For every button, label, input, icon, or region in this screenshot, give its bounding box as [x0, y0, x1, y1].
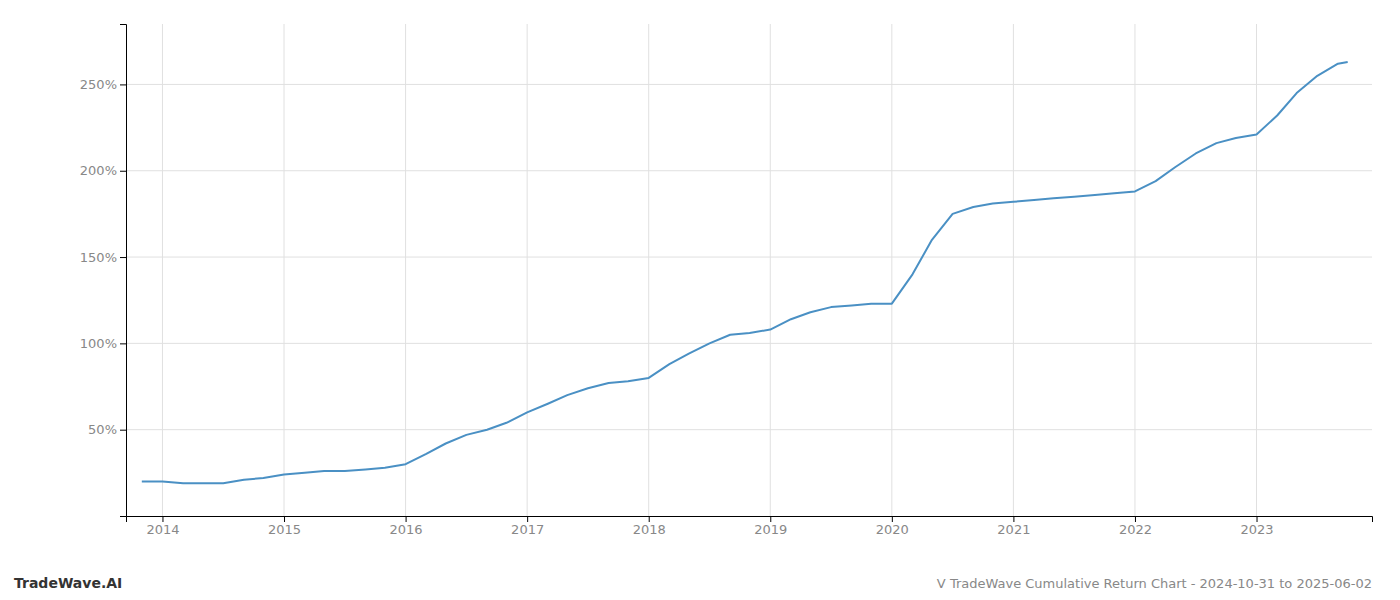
grid-line — [126, 343, 1372, 344]
tick-mark — [1257, 516, 1258, 522]
plot: 2014 2015 2016 2017 2018 2019 2020 2021 2022 2023… — [80, 24, 1373, 537]
tick-label: 2014 — [146, 522, 179, 537]
grid-line — [126, 429, 1372, 430]
tick: 2016 — [390, 516, 423, 537]
tick-mark — [649, 516, 650, 522]
grid-line — [126, 84, 1372, 85]
grid-line — [405, 24, 406, 516]
grid-line — [648, 24, 649, 516]
grid-line — [1013, 24, 1014, 516]
tick: 200% — [80, 163, 126, 178]
y-axis: 50% 100% 150% 200% 250% — [80, 25, 127, 517]
tick-mark — [1135, 516, 1136, 522]
tick-label: 2017 — [511, 522, 544, 537]
title: V TradeWave Cumulative Return Chart - 20… — [937, 576, 1372, 591]
tick: 2021 — [997, 516, 1030, 537]
tick: 2022 — [1119, 516, 1152, 537]
grid-line — [770, 24, 771, 516]
tick-label: 2021 — [997, 522, 1030, 537]
tick-label: 200% — [80, 163, 117, 178]
tick-mark — [527, 516, 528, 522]
grid-line — [284, 24, 285, 516]
grid-line — [126, 170, 1372, 171]
tick-mark — [770, 516, 771, 522]
tick-label: 2020 — [876, 522, 909, 537]
tick-label: 250% — [80, 77, 117, 92]
marks — [142, 62, 1348, 483]
tick-mark — [120, 84, 126, 85]
tick-label: 2016 — [390, 522, 423, 537]
tick-mark — [1013, 516, 1014, 522]
tick-mark — [120, 343, 126, 344]
grid-line — [1134, 24, 1135, 516]
tick-mark — [120, 171, 126, 172]
grid-line — [891, 24, 892, 516]
tick-label: 2023 — [1240, 522, 1273, 537]
tick-mark — [120, 430, 126, 431]
watermark: TradeWave.AI — [14, 575, 122, 591]
data-line — [142, 62, 1348, 483]
grid-line — [527, 24, 528, 516]
grid-line — [126, 257, 1372, 258]
tick-label: 150% — [80, 250, 117, 265]
grid — [126, 24, 1372, 516]
tick: 2020 — [876, 516, 909, 537]
tick-mark — [162, 516, 163, 522]
tick-mark — [406, 516, 407, 522]
tick: 2015 — [268, 516, 301, 537]
tick-label: 2022 — [1119, 522, 1152, 537]
tick: 100% — [80, 336, 126, 351]
axis-line — [127, 517, 1373, 523]
tick-mark — [892, 516, 893, 522]
tick-label: 2019 — [754, 522, 787, 537]
tick: 2017 — [511, 516, 544, 537]
tick-mark — [284, 516, 285, 522]
tick: 2019 — [754, 516, 787, 537]
tick-mark — [120, 257, 126, 258]
tick: 2023 — [1240, 516, 1273, 537]
tick-label: 50% — [88, 422, 117, 437]
x-axis: 2014 2015 2016 2017 2018 2019 2020 2021 2022 2023 — [127, 516, 1373, 537]
grid-line — [1256, 24, 1257, 516]
tick: 250% — [80, 77, 126, 92]
axis-line — [120, 25, 127, 517]
tick: 150% — [80, 250, 126, 265]
tick: 2018 — [633, 516, 666, 537]
grid-line — [162, 24, 163, 516]
tick: 50% — [88, 422, 126, 437]
tick-label: 100% — [80, 336, 117, 351]
tick-label: 2015 — [268, 522, 301, 537]
chart: 2014 2015 2016 2017 2018 2019 2020 2021 2022 2023… — [0, 0, 1400, 600]
tick: 2014 — [146, 516, 179, 537]
tick-label: 2018 — [633, 522, 666, 537]
